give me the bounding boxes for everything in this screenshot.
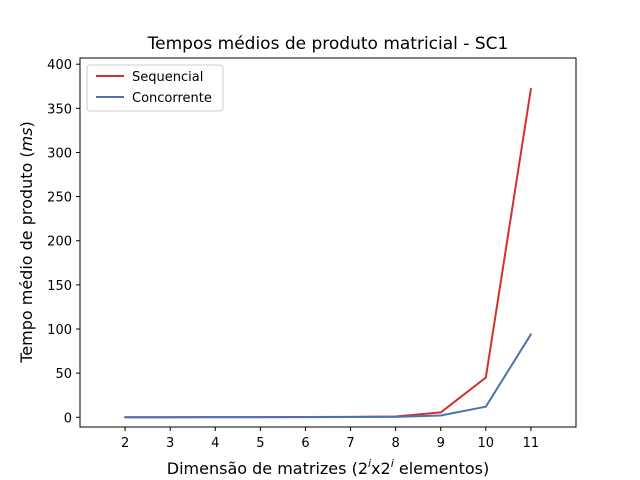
y-axis-ticks: 0 50 100 150 200 250 300 350 400: [47, 58, 80, 426]
legend-label-concorrente: Concorrente: [132, 91, 212, 106]
series-line-concorrente: [124, 333, 532, 419]
legend: Sequencial Concorrente: [86, 64, 224, 112]
y-tick-label: 200: [47, 235, 72, 250]
y-tick-label: 250: [47, 191, 72, 206]
y-tick-label: 0: [64, 411, 72, 426]
legend-label-sequencial: Sequencial: [132, 70, 203, 85]
y-tick-label: 300: [47, 146, 72, 161]
series-layer: [124, 87, 532, 419]
x-tick-label: 2: [121, 436, 129, 451]
x-tick-label: 11: [523, 436, 540, 451]
x-tick-label: 10: [478, 436, 495, 451]
plot-area-frame: [79, 57, 577, 428]
x-tick-label: 7: [346, 436, 354, 451]
y-tick-label: 350: [47, 102, 72, 117]
y-tick-label: 400: [47, 58, 72, 73]
x-tick-label: 8: [391, 436, 399, 451]
y-tick-label: 50: [55, 367, 72, 382]
x-axis-ticks: 2 3 4 5 6 7 8 9 10 11: [121, 427, 539, 451]
chart-title: Tempos médios de produto matricial - SC1: [147, 34, 509, 54]
x-tick-label: 9: [437, 436, 445, 451]
y-tick-label: 100: [47, 323, 72, 338]
x-tick-label: 5: [256, 436, 264, 451]
y-axis-label: Tempo médio de produto (ms): [17, 121, 36, 364]
x-tick-label: 4: [211, 436, 219, 451]
x-axis-label: Dimensão de matrizes (2ix2i elementos): [167, 457, 489, 478]
y-tick-label: 150: [47, 279, 72, 294]
x-tick-label: 3: [166, 436, 174, 451]
x-tick-label: 6: [301, 436, 309, 451]
